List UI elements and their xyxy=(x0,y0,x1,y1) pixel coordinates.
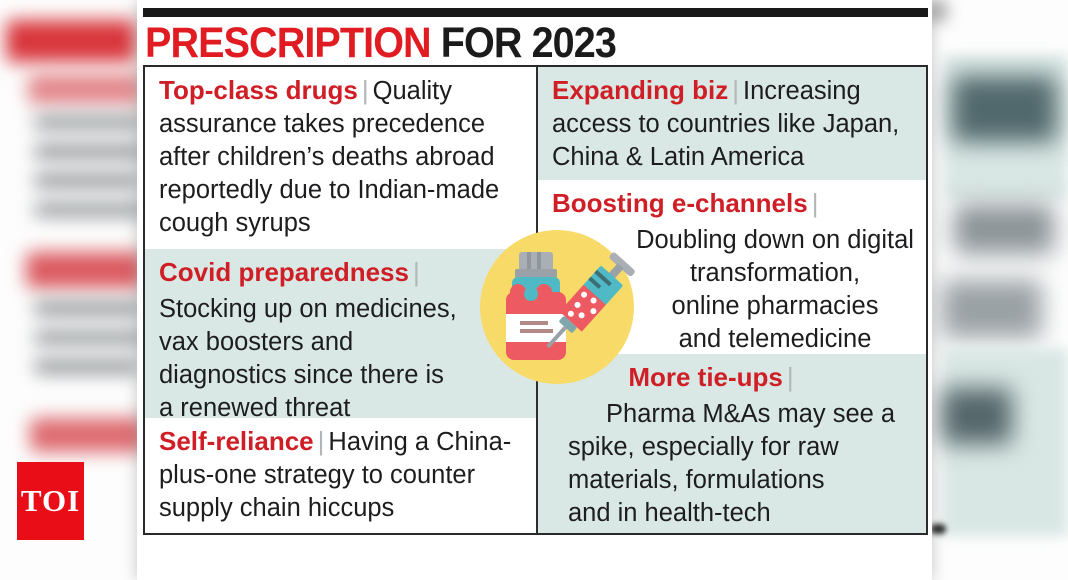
content-box: Top-class drugs | Quality assurance takes … xyxy=(143,65,928,535)
section-heading: Self-reliance xyxy=(159,426,314,456)
heading-separator: | xyxy=(361,75,369,105)
left-column: Top-class drugs | Quality assurance takes … xyxy=(145,67,536,533)
heading-separator: | xyxy=(412,257,420,287)
blur-blob xyxy=(30,418,140,452)
syringe-icon xyxy=(546,252,635,349)
section-body: Increasing access to countries like Japa… xyxy=(552,77,900,171)
blur-blob xyxy=(34,145,140,158)
blur-blob xyxy=(34,360,140,373)
toi-logo: TOI xyxy=(17,462,84,540)
top-rule-bar xyxy=(143,8,928,17)
heading-separator: | xyxy=(732,75,739,105)
section-expanding-biz: Expanding biz | Increasing access to count… xyxy=(538,67,926,180)
blur-blob xyxy=(942,388,1012,444)
section-body: Doubling down on digital transformation,… xyxy=(636,226,914,353)
pharma-illustration xyxy=(480,230,635,384)
section-heading: Expanding biz xyxy=(552,75,729,105)
section-heading: Covid preparedness xyxy=(159,257,409,287)
section-body: Having a China- plus-one strategy to cou… xyxy=(159,428,512,522)
section-heading: Boosting e-channels xyxy=(552,188,808,218)
blur-blob xyxy=(952,76,1057,142)
right-column: Expanding biz | Increasing access to count… xyxy=(538,67,926,533)
blur-blob xyxy=(26,252,140,288)
section-body: Quality assurance takes precedence after… xyxy=(159,77,500,237)
section-top-class-drugs: Top-class drugs | Quality assurance takes … xyxy=(145,67,536,249)
infographic-card: PRESCRIPTION FOR 2023 Top-class drugs | Qu… xyxy=(137,0,932,580)
section-body: Pharma M&As may see a spike, especially … xyxy=(568,400,896,527)
heading-separator: | xyxy=(811,188,819,218)
blur-blob xyxy=(930,4,944,18)
blur-blob xyxy=(34,331,140,344)
page-title-rest: FOR 2023 xyxy=(430,19,617,67)
blur-blob xyxy=(34,174,140,187)
blur-blob xyxy=(6,20,136,62)
blur-blob xyxy=(34,116,140,129)
page-title: PRESCRIPTION FOR 2023 xyxy=(145,19,617,68)
section-more-tie-ups: More tie-ups | Pharma M&As may see a spik… xyxy=(538,354,926,533)
heading-separator: | xyxy=(786,362,794,392)
blur-blob xyxy=(28,74,140,104)
blur-blob xyxy=(954,204,1054,254)
section-self-reliance: Self-reliance | Having a China- plus-one s… xyxy=(145,418,536,533)
blurred-right-background xyxy=(930,0,1068,580)
page-title-highlight: PRESCRIPTION xyxy=(145,19,432,67)
blur-blob xyxy=(942,280,1042,338)
toi-logo-text: TOI xyxy=(20,483,81,518)
blur-blob xyxy=(34,302,140,315)
blur-blob xyxy=(34,203,140,216)
heading-separator: | xyxy=(317,426,325,456)
section-body: Stocking up on medicines, vax boosters a… xyxy=(159,295,457,418)
section-heading: Top-class drugs xyxy=(159,75,358,105)
section-covid-preparedness: Covid preparedness | Stocking up on medic… xyxy=(145,249,536,418)
blur-blob xyxy=(930,524,946,534)
section-boosting-e-channels: Boosting e-channels | Doubling down on di… xyxy=(538,180,926,354)
section-heading: More tie-ups xyxy=(628,362,783,392)
